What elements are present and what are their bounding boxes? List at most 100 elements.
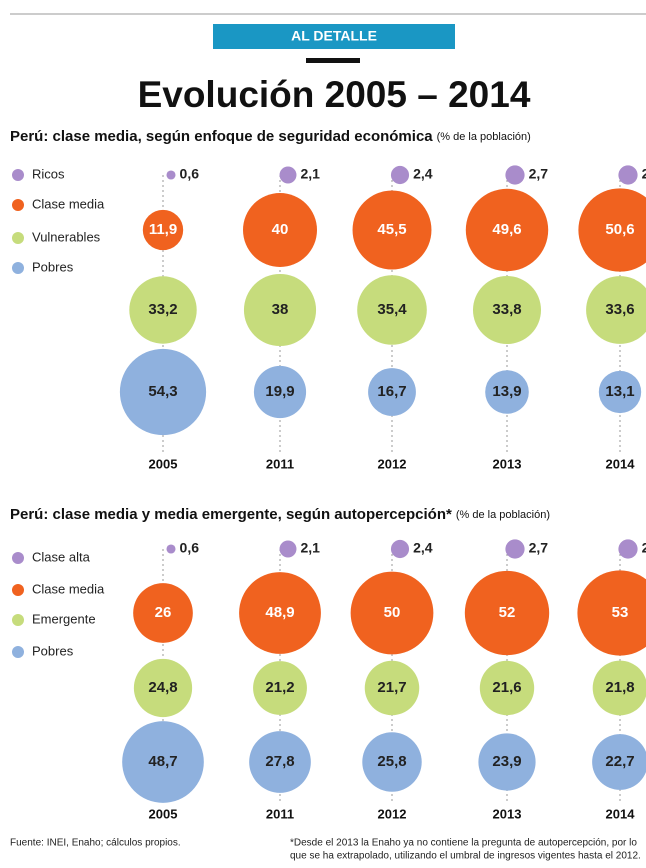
bubble	[390, 165, 410, 185]
bubble	[357, 275, 427, 345]
value-label: 50	[384, 604, 401, 621]
bubble	[239, 572, 321, 654]
bubble	[592, 660, 646, 716]
value-label: 49,6	[492, 221, 521, 238]
legend-label: Pobres	[32, 259, 74, 274]
year-label: 2013	[493, 806, 522, 821]
bubble	[279, 166, 297, 184]
chart-subtitle: (% de la población)	[456, 509, 550, 521]
bubble	[166, 170, 176, 180]
chart-title-text: Perú: clase media, según enfoque de segu…	[10, 128, 433, 145]
bubble	[464, 570, 550, 656]
chart-title-text: Perú: clase media y media emergente, seg…	[10, 506, 452, 523]
chart-title: Perú: clase media y media emergente, seg…	[10, 506, 550, 523]
value-label: 33,2	[148, 301, 177, 318]
bubble	[142, 209, 184, 251]
value-label: 21,2	[265, 679, 294, 696]
value-label: 2,1	[300, 540, 320, 556]
legend-label: Clase media	[32, 196, 105, 211]
bubble	[362, 732, 422, 792]
header: AL DETALLE	[291, 28, 377, 44]
footnote: *Desde el 2013 la Enaho ya no contiene l…	[290, 838, 637, 849]
legend-label: Emergente	[32, 611, 96, 626]
value-label: 11,9	[149, 221, 177, 238]
value-label: 48,9	[265, 604, 294, 621]
bubble	[166, 544, 176, 554]
bubble	[390, 539, 410, 559]
year-label: 2012	[378, 806, 407, 821]
value-label: 22,7	[605, 753, 634, 770]
header-box	[213, 24, 455, 49]
bubble	[243, 193, 317, 267]
bubble	[472, 275, 542, 345]
legend-swatch	[12, 614, 24, 626]
value-label: 45,5	[377, 221, 406, 238]
value-label: 25,8	[377, 753, 406, 770]
bubble	[253, 365, 307, 419]
year-label: 2013	[493, 456, 522, 471]
bubble	[586, 276, 646, 344]
value-label: 33,8	[492, 301, 521, 318]
value-label: 13,1	[605, 383, 634, 400]
bubble	[505, 539, 525, 559]
value-label: 24,8	[148, 679, 177, 696]
bubble	[133, 658, 193, 718]
bubble	[479, 660, 535, 716]
bubble	[618, 165, 638, 185]
bubble	[253, 661, 307, 715]
year-label: 2005	[149, 806, 178, 821]
value-label: 53	[612, 604, 629, 621]
value-label: 21,6	[492, 679, 521, 696]
bubble	[578, 188, 646, 272]
value-label: 26	[155, 604, 172, 621]
chart-title: Perú: clase media, según enfoque de segu…	[10, 128, 531, 145]
year-label: 2005	[149, 456, 178, 471]
value-label: 40	[272, 221, 289, 238]
value-label: 33,6	[605, 301, 634, 318]
bubble	[598, 370, 642, 414]
value-label: 23,9	[492, 753, 521, 770]
bubble	[243, 273, 317, 347]
bubble	[485, 370, 529, 414]
value-label: 35,4	[377, 301, 407, 318]
legend-label: Ricos	[32, 166, 65, 181]
value-label: 2,7	[642, 540, 646, 556]
bubble	[368, 368, 416, 416]
header-bar	[306, 58, 360, 63]
bubble	[478, 733, 536, 791]
bubble	[352, 190, 432, 270]
value-label: 21,8	[605, 679, 634, 696]
bubble	[249, 731, 311, 793]
value-label: 2,7	[642, 166, 646, 182]
legend-label: Clase media	[32, 581, 105, 596]
bubble	[279, 540, 297, 558]
legend-swatch	[12, 584, 24, 596]
legend-swatch	[12, 552, 24, 564]
value-label: 50,6	[605, 221, 634, 238]
source: Fuente: INEI, Enaho; cálculos propios.	[10, 838, 181, 849]
bubble	[618, 539, 638, 559]
legend-label: Vulnerables	[32, 229, 101, 244]
bubble	[350, 571, 434, 655]
bubble	[465, 188, 549, 272]
bubble	[592, 734, 646, 790]
value-label: 54,3	[148, 383, 177, 400]
bubble	[364, 660, 420, 716]
bubble	[577, 570, 646, 656]
bubble	[122, 721, 204, 803]
bubble	[119, 348, 207, 436]
footnote: que se ha extrapolado, utilizando el umb…	[290, 851, 641, 862]
value-label: 0,6	[180, 540, 200, 556]
value-label: 52	[499, 604, 516, 621]
value-label: 19,9	[265, 383, 294, 400]
bubble	[505, 165, 525, 185]
bubble	[129, 276, 197, 344]
year-label: 2014	[606, 456, 636, 471]
legend-swatch	[12, 199, 24, 211]
value-label: 21,7	[377, 679, 406, 696]
chart-subtitle: (% de la población)	[437, 131, 531, 143]
value-label: 2,1	[300, 166, 320, 182]
year-label: 2012	[378, 456, 407, 471]
main-title: Evolución 2005 – 2014	[138, 74, 531, 115]
